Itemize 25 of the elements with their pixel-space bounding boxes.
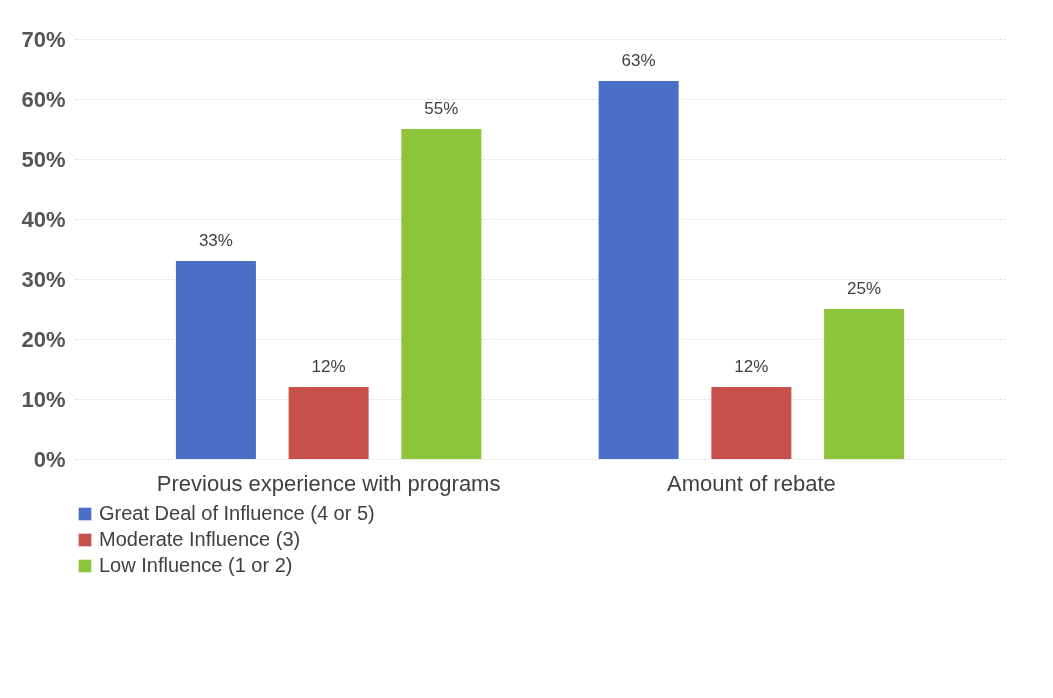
legend-label: Low Influence (1 or 2) (99, 554, 293, 576)
y-tick-label: 20% (21, 326, 66, 352)
y-tick-label: 10% (21, 386, 66, 412)
data-label: 63% (621, 51, 656, 70)
x-tick-label: Previous experience with programs (156, 470, 501, 496)
data-label: 12% (734, 357, 769, 376)
y-tick-label: 60% (21, 86, 66, 112)
y-tick-label: 70% (21, 26, 66, 52)
bar (401, 129, 482, 459)
x-tick-label: Amount of rebate (666, 470, 836, 496)
data-label: 33% (198, 231, 233, 250)
legend-label: Moderate Influence (3) (99, 528, 301, 550)
data-label: 25% (847, 279, 882, 298)
legend-label: Great Deal of Influence (4 or 5) (99, 502, 375, 524)
data-label: 12% (311, 357, 346, 376)
bar (288, 387, 369, 459)
y-tick-label: 50% (21, 146, 66, 172)
data-label: 55% (424, 99, 459, 118)
bar (598, 81, 679, 459)
bar (711, 387, 792, 459)
bar (824, 309, 905, 459)
y-tick-label: 40% (21, 206, 66, 232)
y-tick-label: 0% (33, 446, 66, 472)
y-tick-label: 30% (21, 266, 66, 292)
bar (175, 261, 256, 459)
